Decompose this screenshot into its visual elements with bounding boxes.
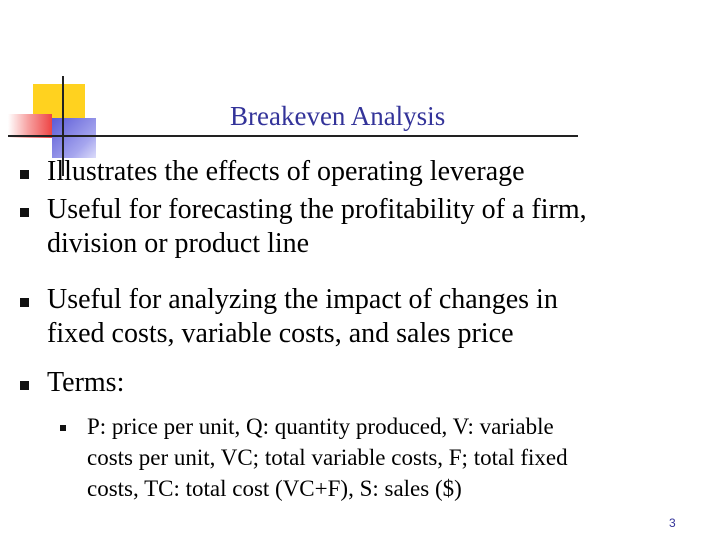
square-bullet-icon	[20, 381, 29, 390]
bullet-text: Terms:	[47, 367, 125, 398]
square-bullet-icon	[20, 170, 29, 179]
sub-bullet-text: P: price per unit, Q: quantity produced,…	[87, 414, 568, 501]
page-number: 3	[669, 516, 676, 530]
bullet-text: Illustrates the effects of operating lev…	[47, 156, 525, 187]
bullet-text: Useful for forecasting the profitability…	[47, 194, 587, 259]
square-bullet-icon	[20, 208, 29, 217]
square-bullet-icon	[20, 298, 29, 307]
title-underline	[8, 135, 578, 137]
decor-red-bar	[8, 114, 52, 138]
decor-blue-square	[52, 118, 96, 158]
bullet-text: Useful for analyzing the impact of chang…	[47, 284, 558, 349]
square-bullet-icon	[60, 425, 66, 431]
decor-vertical-line	[62, 76, 64, 176]
slide-title: Breakeven Analysis	[230, 101, 446, 131]
